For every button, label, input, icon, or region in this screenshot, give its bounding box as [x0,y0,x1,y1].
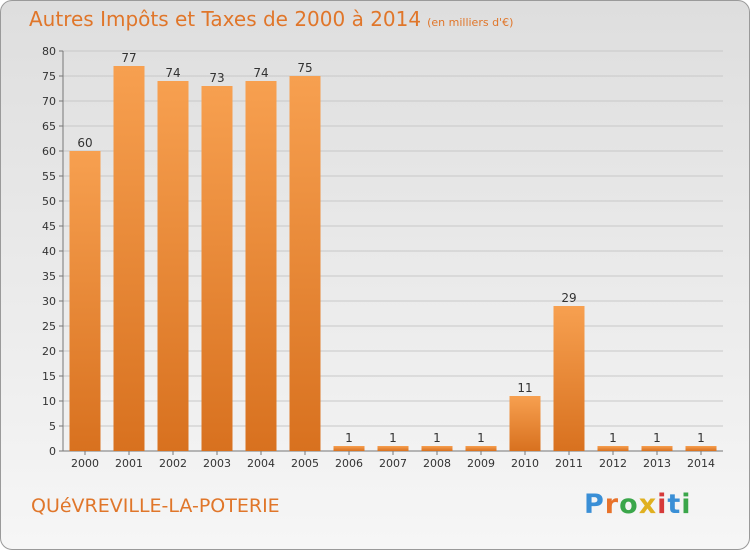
data-label: 77 [121,51,136,65]
y-tick-label: 50 [42,195,56,208]
logo-letter: i [681,489,692,520]
bar [377,446,409,451]
data-label: 60 [77,136,92,150]
data-label: 1 [609,431,617,445]
bar [113,66,145,451]
y-tick-label: 75 [42,70,56,83]
x-tick-label: 2009 [467,457,495,470]
data-label: 74 [253,66,268,80]
y-tick-label: 65 [42,120,56,133]
x-tick-label: 2001 [115,457,143,470]
x-tick-label: 2010 [511,457,539,470]
x-tick-label: 2006 [335,457,363,470]
y-tick-label: 5 [49,420,56,433]
y-tick-label: 10 [42,395,56,408]
x-tick-label: 2002 [159,457,187,470]
bars [69,66,717,451]
x-tick-label: 2014 [687,457,715,470]
data-label: 29 [561,291,576,305]
x-tick-label: 2008 [423,457,451,470]
data-label: 1 [389,431,397,445]
bar [245,81,277,451]
bar [465,446,497,451]
y-tick-label: 20 [42,345,56,358]
bar [69,151,101,451]
x-tick-label: 2012 [599,457,627,470]
data-label: 1 [433,431,441,445]
bar [509,396,541,451]
data-label: 75 [297,61,312,75]
bar [289,76,321,451]
bar [201,86,233,451]
x-tick-label: 2011 [555,457,583,470]
y-tick-label: 25 [42,320,56,333]
commune-name: QUéVREVILLE-LA-POTERIE [31,495,280,517]
data-label: 1 [345,431,353,445]
y-tick-label: 35 [42,270,56,283]
y-tick-label: 15 [42,370,56,383]
y-tick-label: 55 [42,170,56,183]
chart-title: Autres Impôts et Taxes de 2000 à 2014 (en… [29,7,513,31]
bar [685,446,717,451]
x-tick-label: 2005 [291,457,319,470]
y-tick-label: 80 [42,45,56,58]
x-tick-label: 2007 [379,457,407,470]
x-tick-label: 2013 [643,457,671,470]
x-tick-label: 2000 [71,457,99,470]
bar [333,446,365,451]
x-tick-label: 2003 [203,457,231,470]
y-tick-label: 45 [42,220,56,233]
logo-letter: i [657,489,668,520]
y-tick-label: 0 [49,445,56,458]
bar [421,446,453,451]
logo-letter: r [604,489,620,520]
data-label: 73 [209,71,224,85]
x-tick-label: 2004 [247,457,275,470]
logo-letter: P [584,489,605,520]
bar [157,81,189,451]
chart-title-text: Autres Impôts et Taxes de 2000 à 2014 [29,7,422,31]
data-label: 74 [165,66,180,80]
logo-letter: x [638,489,658,520]
y-tick-label: 70 [42,95,56,108]
data-label: 1 [477,431,485,445]
data-label: 1 [653,431,661,445]
bar [597,446,629,451]
data-label: 1 [697,431,705,445]
logo-letter: o [619,489,639,520]
y-tick-label: 60 [42,145,56,158]
data-label: 11 [517,381,532,395]
bar [641,446,673,451]
chart-title-unit: (en milliers d'€) [427,16,514,29]
y-tick-label: 40 [42,245,56,258]
y-tick-label: 30 [42,295,56,308]
bar [553,306,585,451]
logo-letter: t [667,489,682,520]
proxiti-logo: Proxiti [584,489,692,520]
